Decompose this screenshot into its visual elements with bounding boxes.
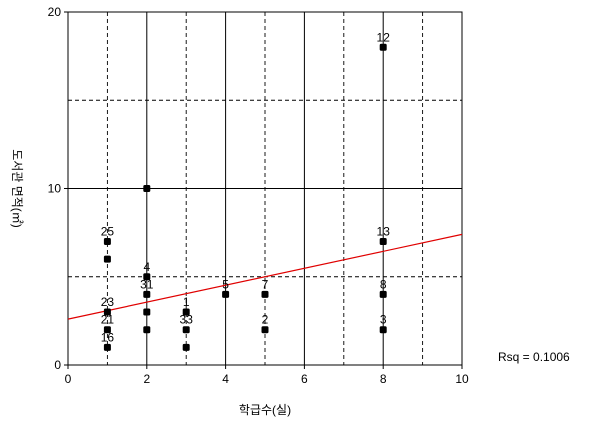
- data-point: [182, 308, 190, 316]
- data-point: [103, 326, 111, 334]
- data-point: [379, 326, 387, 334]
- data-point: [379, 290, 387, 298]
- data-point: [143, 273, 151, 281]
- data-point: [182, 326, 190, 334]
- data-point-label: 3: [380, 313, 387, 327]
- data-point: [143, 185, 151, 192]
- data-point: [143, 326, 151, 334]
- data-point-label: 31: [140, 277, 154, 291]
- data-point-label: 12: [377, 30, 391, 44]
- data-point: [143, 290, 151, 298]
- data-point: [261, 326, 269, 334]
- data-point-label: 25: [101, 224, 115, 238]
- x-axis-ticks: 0 2 4 6 8 10: [65, 365, 469, 386]
- data-point-label: 2: [262, 313, 269, 327]
- data-point: [103, 343, 111, 351]
- data-point-label: 4: [143, 260, 150, 274]
- data-points: [103, 43, 387, 351]
- x-tick-label: 10: [455, 372, 469, 386]
- data-point: [379, 43, 387, 51]
- data-point-label: 13: [377, 224, 391, 238]
- data-point-label: 23: [101, 295, 115, 309]
- regression-line: [67, 233, 463, 320]
- data-point-label: 33: [180, 313, 194, 327]
- data-point: [143, 308, 151, 316]
- data-point: [103, 255, 111, 263]
- y-tick-label: 0: [54, 358, 61, 372]
- y-tick-label: 20: [48, 5, 62, 19]
- y-axis-ticks: 0 10 20: [48, 5, 68, 372]
- data-point: [182, 343, 190, 351]
- data-point: [379, 237, 387, 245]
- point-labels: 25 23 21 16 4 31 1 33 5 7 2 12 13 8 3: [101, 30, 390, 344]
- x-axis-title: 학급수(실): [239, 403, 291, 417]
- data-point-label: 8: [380, 277, 387, 291]
- y-tick-label: 10: [48, 182, 62, 196]
- data-point: [222, 290, 230, 298]
- data-point-label: 5: [222, 277, 229, 291]
- x-tick-label: 0: [65, 372, 72, 386]
- data-point-label: 16: [101, 330, 115, 344]
- data-point: [103, 308, 111, 316]
- data-point: [261, 290, 269, 298]
- x-tick-label: 2: [143, 372, 150, 386]
- grid-lines: [68, 12, 462, 365]
- data-point-label: 21: [101, 313, 115, 327]
- y-axis-title: 도서관 면적(㎡): [10, 149, 24, 228]
- x-tick-label: 6: [301, 372, 308, 386]
- x-tick-label: 4: [222, 372, 229, 386]
- data-point: [103, 237, 111, 245]
- x-tick-label: 8: [380, 372, 387, 386]
- data-point-label: 7: [262, 277, 269, 291]
- rsq-annotation: Rsq = 0.1006: [498, 350, 570, 364]
- data-point-label: 1: [183, 295, 190, 309]
